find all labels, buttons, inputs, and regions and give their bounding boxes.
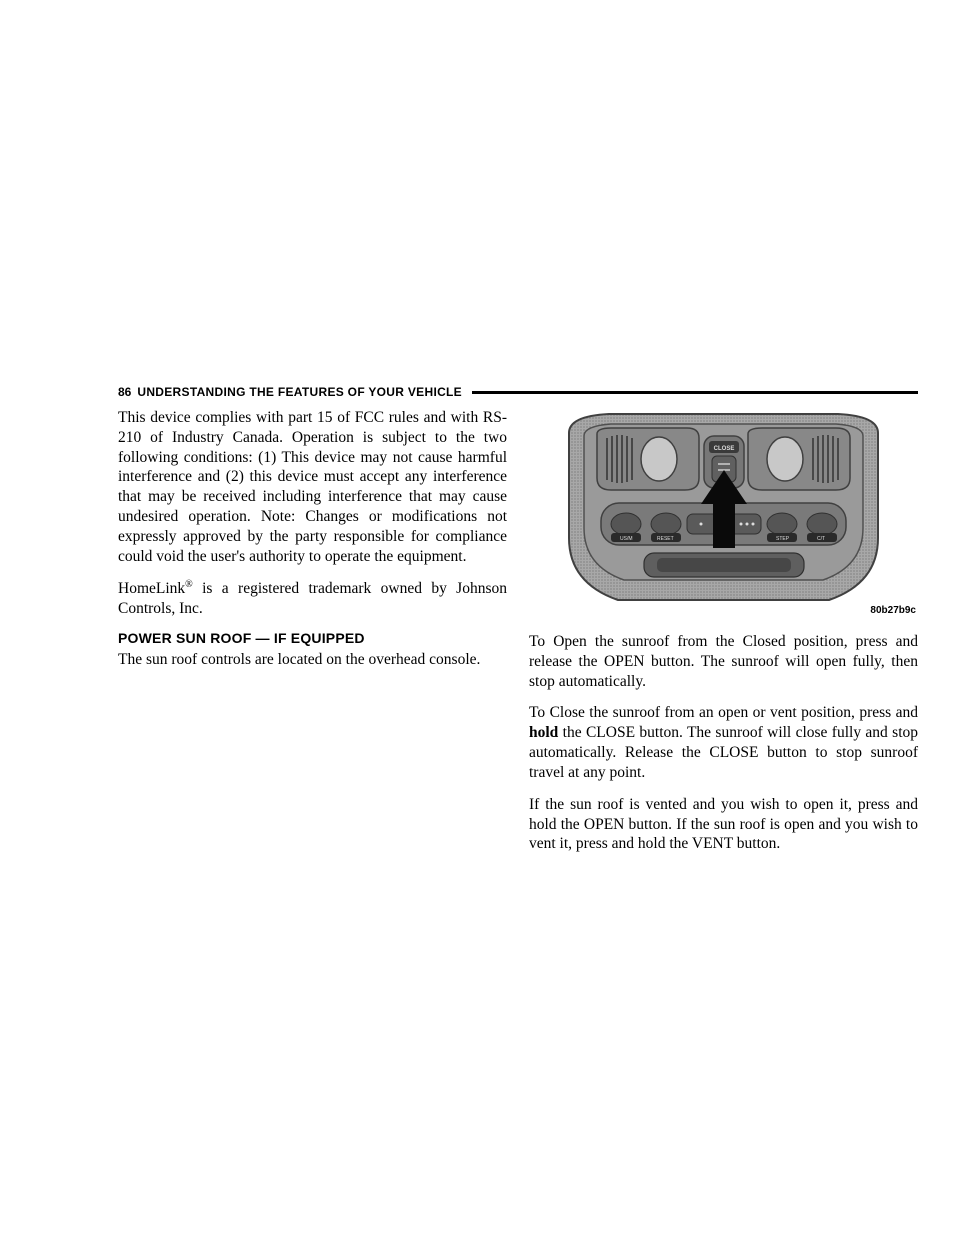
close-sunroof-paragraph: To Close the sunroof from an open or ven… bbox=[529, 703, 918, 782]
svg-text:STEP: STEP bbox=[776, 536, 790, 542]
section-heading-sunroof: POWER SUN ROOF — IF EQUIPPED bbox=[118, 630, 507, 646]
sunroof-controls-paragraph: The sun roof controls are located on the… bbox=[118, 650, 507, 670]
page-header: 86 UNDERSTANDING THE FEATURES OF YOUR VE… bbox=[118, 385, 918, 399]
overhead-console-figure: CLOSE US/M RESET STEP bbox=[529, 408, 918, 618]
vent-sunroof-paragraph: If the sun roof is vented and you wish t… bbox=[529, 795, 918, 854]
registered-symbol: ® bbox=[185, 579, 193, 590]
figure-code: 80b27b9c bbox=[870, 605, 916, 616]
text-pre: HomeLink bbox=[118, 580, 185, 597]
homelink-trademark-paragraph: HomeLink® is a registered trademark owne… bbox=[118, 579, 507, 619]
page-content: 86 UNDERSTANDING THE FEATURES OF YOUR VE… bbox=[118, 385, 918, 866]
svg-text:RESET: RESET bbox=[657, 536, 674, 542]
left-column: This device complies with part 15 of FCC… bbox=[118, 408, 507, 866]
fcc-compliance-paragraph: This device complies with part 15 of FCC… bbox=[118, 408, 507, 567]
text-b: the CLOSE button. The sunroof will close… bbox=[529, 724, 918, 781]
console-illustration-icon: CLOSE US/M RESET STEP bbox=[529, 408, 918, 618]
svg-text:CLOSE: CLOSE bbox=[714, 446, 735, 452]
hold-bold: hold bbox=[529, 724, 558, 741]
two-column-layout: This device complies with part 15 of FCC… bbox=[118, 408, 918, 866]
svg-text:US/M: US/M bbox=[620, 536, 633, 542]
chapter-title: UNDERSTANDING THE FEATURES OF YOUR VEHIC… bbox=[137, 385, 462, 399]
page-number: 86 bbox=[118, 385, 131, 399]
header-rule bbox=[472, 391, 918, 394]
open-sunroof-paragraph: To Open the sunroof from the Closed posi… bbox=[529, 632, 918, 691]
svg-text:C/T: C/T bbox=[817, 536, 825, 542]
right-column: CLOSE US/M RESET STEP bbox=[529, 408, 918, 866]
text-a: To Close the sunroof from an open or ven… bbox=[529, 704, 918, 721]
